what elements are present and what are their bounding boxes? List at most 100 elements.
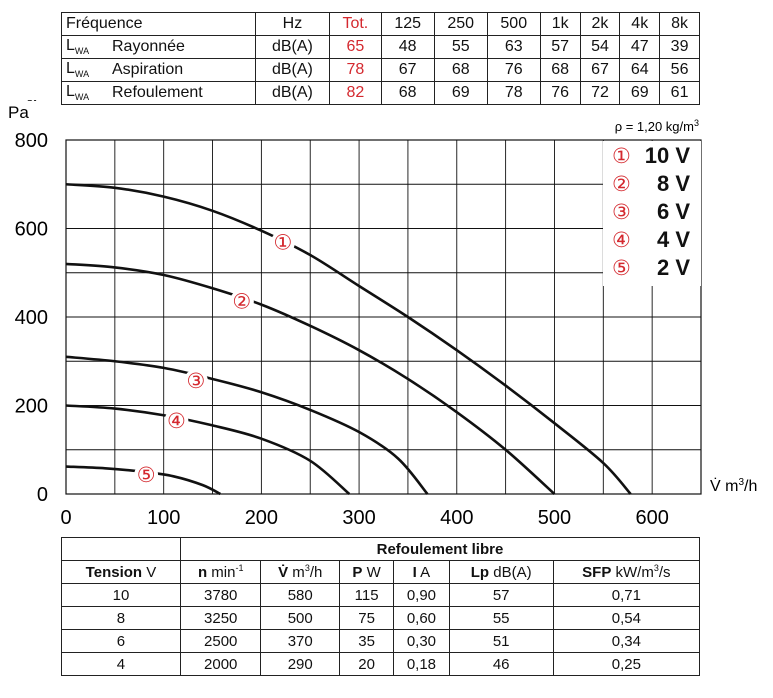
perf-body: 10 3780 580 115 0,90 57 0,71 8 3250 500 75 0,60 55 0,… bbox=[61, 583, 701, 676]
row-total: 65 bbox=[329, 35, 382, 59]
curve-marker-label: ④ bbox=[167, 410, 186, 433]
curve-label-background bbox=[164, 408, 189, 433]
y-tick-label: 0 bbox=[37, 484, 48, 506]
y-tick-label: 400 bbox=[15, 307, 48, 329]
perf-corner-cell bbox=[61, 537, 181, 561]
row-total: 82 bbox=[329, 81, 382, 105]
perf-cell: 0,90 bbox=[393, 583, 450, 607]
x-tick-label: 600 bbox=[635, 507, 668, 529]
perf-row: 6 2500 370 35 0,30 51 0,34 bbox=[61, 629, 701, 653]
perf-header-cell: I A bbox=[393, 560, 450, 584]
cell: 54 bbox=[579, 35, 621, 59]
cell: 57 bbox=[539, 35, 581, 59]
perf-header-cell: SFP kW/m3/s bbox=[552, 560, 701, 584]
cell: 67 bbox=[380, 58, 435, 82]
legend-series-name: 4 V bbox=[657, 227, 690, 252]
perf-cell: 0,71 bbox=[552, 583, 701, 607]
y-tick-label: 200 bbox=[15, 396, 48, 418]
cell: 56 bbox=[659, 58, 700, 82]
cell: 69 bbox=[619, 81, 661, 105]
cell: 61 bbox=[659, 81, 700, 105]
legend-marker: ② bbox=[612, 173, 631, 196]
row-unit: dB(A) bbox=[254, 58, 331, 82]
x-tick-label: 100 bbox=[147, 507, 180, 529]
perf-cell: 75 bbox=[338, 606, 395, 630]
sound-row-aspiration: LWA Aspiration dB(A) 78 67 68 76 68 67 6… bbox=[61, 58, 700, 82]
perf-row: 4 2000 290 20 0,18 46 0,25 bbox=[61, 652, 701, 676]
header-hz: Hz bbox=[254, 12, 331, 36]
curve-label-background bbox=[134, 462, 159, 487]
cell: 48 bbox=[380, 35, 435, 59]
header-4k: 4k bbox=[619, 12, 661, 36]
perf-cell: 0,54 bbox=[552, 606, 701, 630]
lwa-symbol: LWA bbox=[61, 58, 108, 82]
y-tick-label: 600 bbox=[15, 219, 48, 241]
x-tick-label: 500 bbox=[538, 507, 571, 529]
chart-ticks: 0 100 200 300 400 500 600 0 200 400 600 800 bbox=[15, 130, 669, 529]
header-125: 125 bbox=[380, 12, 435, 36]
perf-cell: 3780 bbox=[179, 583, 262, 607]
row-total: 78 bbox=[329, 58, 382, 82]
perf-header-cell: V̇ m3/h bbox=[260, 560, 340, 584]
header-2k: 2k bbox=[579, 12, 621, 36]
curve-10v bbox=[65, 182, 632, 495]
legend-background bbox=[603, 141, 701, 286]
header-frequency: Fréquence bbox=[61, 12, 256, 36]
perf-title: Refoulement libre bbox=[179, 537, 701, 561]
row-label: Refoulement bbox=[108, 81, 256, 105]
cell: 78 bbox=[486, 81, 541, 105]
perf-header-cell: Tension V bbox=[61, 560, 181, 584]
perf-cell: 35 bbox=[338, 629, 395, 653]
curve-label-background bbox=[183, 369, 208, 394]
curve-marker-label: ③ bbox=[187, 370, 206, 393]
curve-marker-label: ① bbox=[273, 232, 292, 255]
perf-cell: 115 bbox=[338, 583, 395, 607]
perf-cell: 2000 bbox=[179, 652, 262, 676]
row-unit: dB(A) bbox=[254, 35, 331, 59]
sound-row-refoulement: LWA Refoulement dB(A) 82 68 69 78 76 72 … bbox=[61, 81, 700, 105]
perf-cell: 57 bbox=[448, 583, 554, 607]
perf-cell: 2500 bbox=[179, 629, 262, 653]
cell: 39 bbox=[659, 35, 700, 59]
cell: 76 bbox=[486, 58, 541, 82]
curve-label-background bbox=[270, 230, 295, 255]
perf-cell: 6 bbox=[61, 629, 181, 653]
perf-row: 10 3780 580 115 0,90 57 0,71 bbox=[61, 583, 701, 607]
cell: 47 bbox=[619, 35, 661, 59]
perf-cell: 500 bbox=[260, 606, 340, 630]
perf-cell: 0,34 bbox=[552, 629, 701, 653]
x-axis-label: V̇ m3/h bbox=[710, 477, 757, 495]
legend-marker: ④ bbox=[612, 229, 631, 252]
legend-marker: ③ bbox=[612, 201, 631, 224]
sound-table-header-row: Fréquence Hz Tot. 125 250 500 1k 2k 4k 8… bbox=[61, 12, 700, 36]
y-axis-label-main: Δpst bbox=[6, 100, 37, 104]
cell: 63 bbox=[486, 35, 541, 59]
x-tick-label: 300 bbox=[342, 507, 375, 529]
y-axis-unit: Pa bbox=[8, 103, 29, 122]
perf-cell: 10 bbox=[61, 583, 181, 607]
perf-cell: 290 bbox=[260, 652, 340, 676]
legend-series-name: 6 V bbox=[657, 199, 690, 224]
perf-cell: 4 bbox=[61, 652, 181, 676]
curve-8v bbox=[65, 262, 556, 495]
row-unit: dB(A) bbox=[254, 81, 331, 105]
perf-cell: 20 bbox=[338, 652, 395, 676]
perf-row: 8 3250 500 75 0,60 55 0,54 bbox=[61, 606, 701, 630]
curve-4v bbox=[65, 404, 351, 495]
header-tot: Tot. bbox=[329, 12, 382, 36]
cell: 64 bbox=[619, 58, 661, 82]
legend-box: ① 10 V ② 8 V ③ 6 V ④ 4 V ⑤ 2 V bbox=[603, 141, 701, 286]
perf-cell: 8 bbox=[61, 606, 181, 630]
x-tick-label: 200 bbox=[245, 507, 278, 529]
curve-label-background bbox=[229, 289, 254, 314]
legend-series-name: 10 V bbox=[645, 143, 691, 168]
row-label: Rayonnée bbox=[108, 35, 256, 59]
x-tick-label: 400 bbox=[440, 507, 473, 529]
curve-6v bbox=[65, 355, 429, 495]
perf-title-row: Refoulement libre bbox=[61, 537, 701, 561]
air-density-note: ρ = 1,20 kg/m3 bbox=[615, 118, 699, 134]
header-8k: 8k bbox=[659, 12, 700, 36]
perf-header-cell: n min-1 bbox=[179, 560, 262, 584]
sound-power-table: Fréquence Hz Tot. 125 250 500 1k 2k 4k 8… bbox=[61, 12, 700, 105]
